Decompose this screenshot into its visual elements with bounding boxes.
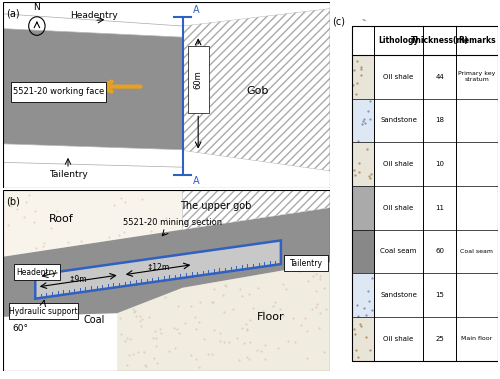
Text: Gob: Gob (247, 86, 269, 96)
Bar (352, 55, 374, 99)
Bar (188, 47, 209, 113)
Bar (284, 255, 329, 271)
Text: Primary key
stratum: Primary key stratum (458, 71, 496, 82)
Text: Oil shale: Oil shale (384, 205, 414, 211)
Polygon shape (2, 144, 182, 167)
Text: A: A (192, 177, 199, 186)
Text: 44: 44 (436, 74, 444, 80)
Text: 10: 10 (436, 161, 444, 167)
Text: Thickness(m): Thickness(m) (411, 36, 469, 45)
Text: ↕12m: ↕12m (146, 263, 170, 272)
Polygon shape (182, 9, 330, 171)
Bar (352, 230, 374, 273)
Bar (352, 99, 374, 142)
Text: Headentry: Headentry (70, 11, 118, 20)
Bar (352, 142, 374, 186)
Bar (352, 186, 374, 230)
Text: 5521-20 working face: 5521-20 working face (12, 88, 104, 97)
Polygon shape (182, 190, 330, 230)
Bar (352, 317, 374, 360)
Polygon shape (117, 262, 330, 371)
Text: 11: 11 (436, 205, 444, 211)
Bar (352, 273, 374, 317)
Text: 15: 15 (436, 292, 444, 298)
Text: (b): (b) (6, 196, 20, 206)
Text: Oil shale: Oil shale (384, 74, 414, 80)
Text: The upper gob: The upper gob (180, 201, 251, 211)
Text: 5521-20 mining section: 5521-20 mining section (123, 218, 222, 227)
Text: Tailentry: Tailentry (290, 259, 323, 268)
Text: Roof: Roof (49, 214, 74, 224)
Bar (352, 26, 498, 360)
Text: Lithology: Lithology (378, 36, 419, 45)
Text: 60: 60 (436, 248, 444, 254)
Text: 60m: 60m (194, 70, 202, 89)
Bar (9, 303, 78, 319)
Text: 18: 18 (436, 117, 444, 124)
Polygon shape (182, 9, 330, 171)
Text: Hydraulic support: Hydraulic support (9, 307, 78, 316)
Text: Oil shale: Oil shale (384, 161, 414, 167)
Polygon shape (2, 190, 330, 371)
Text: Headentry: Headentry (16, 268, 57, 277)
Bar (14, 264, 60, 280)
Text: A: A (192, 5, 199, 15)
Text: Coal seam: Coal seam (460, 249, 494, 254)
Polygon shape (2, 29, 182, 150)
Bar (10, 82, 106, 102)
Text: Oil shale: Oil shale (384, 336, 414, 342)
Text: N: N (34, 3, 40, 12)
Text: Coal seam: Coal seam (380, 248, 416, 254)
Text: (a): (a) (6, 9, 20, 19)
Text: (c): (c) (332, 17, 345, 27)
Text: Tailentry: Tailentry (48, 171, 88, 179)
Text: Sandstone: Sandstone (380, 117, 417, 124)
Polygon shape (2, 208, 330, 317)
Polygon shape (35, 240, 281, 299)
Polygon shape (2, 14, 182, 37)
Text: Sandstone: Sandstone (380, 292, 417, 298)
Text: ↕9m: ↕9m (69, 275, 87, 284)
Text: 25: 25 (436, 336, 444, 342)
Polygon shape (182, 190, 330, 230)
Text: Coal: Coal (84, 315, 105, 326)
Text: Main floor: Main floor (462, 336, 492, 341)
Text: Floor: Floor (257, 312, 285, 322)
Text: Remarks: Remarks (458, 36, 496, 45)
Text: 60°: 60° (12, 324, 28, 334)
